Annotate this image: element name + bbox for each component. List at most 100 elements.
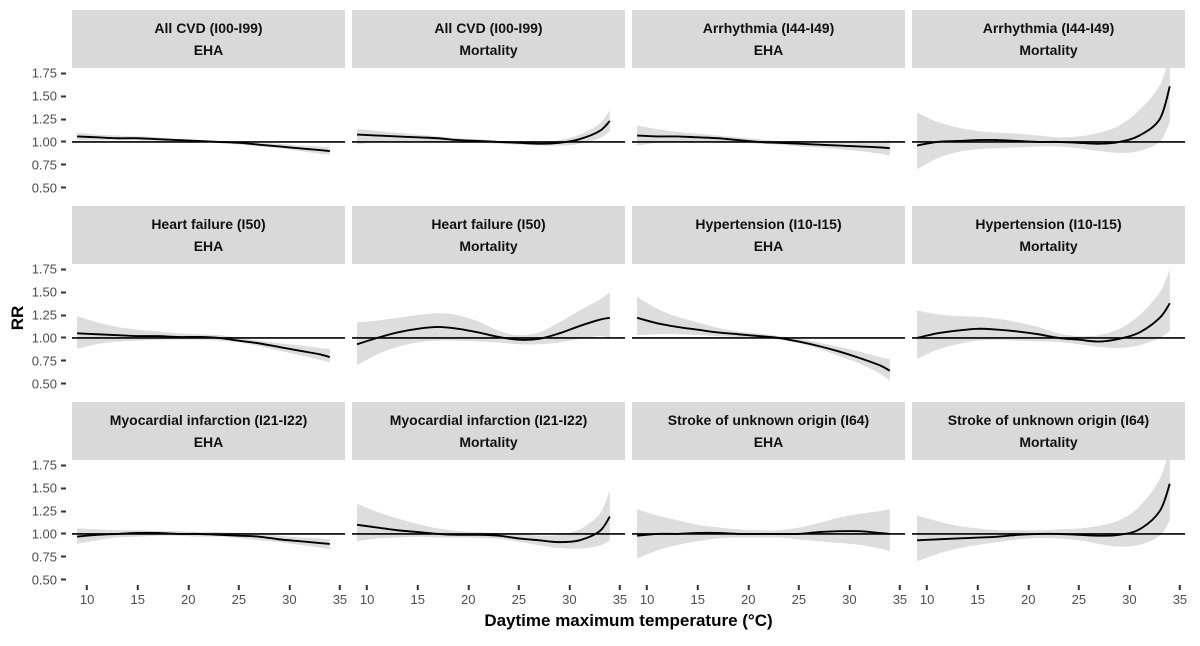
x-tick: 35 (1173, 585, 1187, 607)
rr-curve (357, 121, 610, 144)
y-tick: 0.50 (32, 180, 66, 195)
confidence-band (77, 316, 330, 363)
x-tick-label: 20 (461, 592, 476, 607)
x-tick-mark (568, 585, 571, 590)
y-tick-mark (61, 140, 66, 143)
facet-panel (352, 264, 625, 389)
x-tick-mark (366, 585, 369, 590)
y-tick: 0.75 (32, 353, 66, 368)
y-tick-mark (61, 382, 66, 385)
y-tick-label: 1.75 (31, 457, 57, 473)
facet-panel (912, 68, 1185, 193)
strip-condition-label: All CVD (I00-I99) (434, 20, 543, 36)
facet: Heart failure (I50) EHA (72, 206, 345, 389)
x-tick: 15 (410, 585, 425, 607)
y-tick-mark (61, 555, 66, 558)
confidence-band (77, 132, 330, 155)
strip-outcome-label: EHA (753, 238, 784, 254)
panel-plot (632, 125, 905, 156)
strip-outcome-label: EHA (753, 434, 784, 450)
x-tick-label: 35 (1172, 592, 1188, 607)
y-tick-label: 0.75 (31, 549, 57, 565)
rr-curve (77, 533, 330, 544)
y-tick-mark (61, 532, 66, 535)
panel-plot (72, 528, 345, 550)
y-tick: 1.75 (32, 66, 66, 81)
x-tick-label: 20 (1021, 592, 1036, 607)
facet: Myocardial infarction (I21-I22) EHA (72, 402, 345, 585)
facet: Arrhythmia (I44-I49) Mortality (912, 10, 1185, 193)
x-tick-mark (237, 585, 240, 590)
x-tick-label: 20 (181, 592, 196, 607)
y-tick: 1.50 (32, 481, 66, 496)
x-axis-cell: 10 15 20 25 30 35 (72, 585, 347, 609)
panel-plot (352, 490, 625, 549)
y-tick: 1.00 (32, 330, 66, 345)
rr-curve (357, 517, 610, 543)
x-tick: 20 (1021, 585, 1036, 607)
panel-plot (72, 132, 345, 155)
facet: Hypertension (I10-I15) EHA (632, 206, 905, 389)
x-tick: 15 (690, 585, 705, 607)
facet: Hypertension (I10-I15) Mortality (912, 206, 1185, 389)
x-tick-mark (288, 585, 291, 590)
facet-strip: Hypertension (I10-I15) EHA (632, 206, 905, 264)
y-tick-mark (61, 314, 66, 317)
x-tick-mark (976, 585, 979, 590)
strip-outcome-label: EHA (193, 42, 224, 58)
y-tick-mark (61, 487, 66, 490)
x-tick: 25 (792, 585, 806, 607)
y-tick-label: 0.50 (31, 376, 57, 392)
x-tick-mark (618, 585, 621, 590)
y-tick-label: 1.00 (31, 134, 57, 150)
rr-curve (917, 86, 1170, 145)
facet-panel (632, 264, 905, 389)
y-tick-label: 0.75 (31, 353, 57, 369)
y-tick-label: 1.00 (31, 330, 57, 346)
facet: Arrhythmia (I44-I49) EHA (632, 10, 905, 193)
strip-condition-label: Heart failure (I50) (151, 216, 266, 232)
panel-plot (352, 292, 625, 366)
confidence-band (77, 528, 330, 550)
facet-strip: Arrhythmia (I44-I49) Mortality (912, 10, 1185, 68)
facet-strip: All CVD (I00-I99) Mortality (352, 10, 625, 68)
x-tick: 25 (1072, 585, 1086, 607)
strip-condition-label: Stroke of unknown origin (I64) (947, 412, 1150, 428)
rr-curve (77, 333, 330, 357)
x-tick: 30 (562, 585, 577, 607)
y-tick-mark (61, 72, 66, 75)
x-tick-label: 20 (741, 592, 756, 607)
x-tick-mark (1027, 585, 1030, 590)
y-tick: 1.50 (32, 285, 66, 300)
confidence-band (637, 125, 890, 156)
confidence-band (637, 296, 890, 381)
y-tick-label: 1.25 (31, 307, 57, 323)
y-tick-mark (61, 336, 66, 339)
x-tick-label: 25 (231, 592, 247, 607)
rr-curve (637, 318, 890, 371)
y-tick-mark (61, 359, 66, 362)
x-tick: 20 (181, 585, 196, 607)
x-tick: 35 (893, 585, 907, 607)
x-tick-label: 15 (410, 592, 425, 607)
rr-curve (77, 136, 330, 151)
x-tick-mark (517, 585, 520, 590)
facet: Stroke of unknown origin (I64) EHA (632, 402, 905, 585)
facet-row-panels: Heart failure (I50) EHA Heart failure (I50… (72, 206, 1185, 389)
x-tick-mark (797, 585, 800, 590)
x-tick-mark (1077, 585, 1080, 590)
x-tick: 30 (842, 585, 857, 607)
y-tick-mark (61, 510, 66, 513)
facet-strip: Myocardial infarction (I21-I22) Mortality (352, 402, 625, 460)
y-tick: 1.75 (32, 458, 66, 473)
x-tick: 10 (80, 585, 94, 607)
y-tick-label: 1.25 (31, 111, 57, 127)
y-tick: 1.50 (32, 89, 66, 104)
y-axis: 1.75 1.50 1.25 1.00 0.75 0.50 (2, 262, 66, 392)
y-tick: 1.25 (32, 308, 66, 323)
facet-strip: Myocardial infarction (I21-I22) EHA (72, 402, 345, 460)
panel-plot (912, 269, 1185, 359)
facet-panel (72, 68, 345, 193)
strip-condition-label: Arrhythmia (I44-I49) (702, 20, 835, 36)
strip-condition-label: Myocardial infarction (I21-I22) (389, 412, 588, 428)
